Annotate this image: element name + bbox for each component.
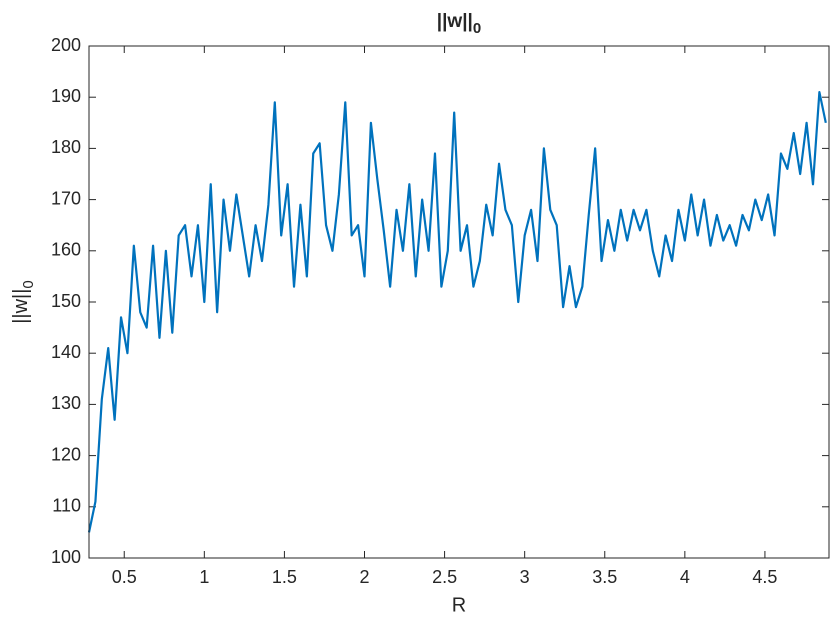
x-tick-label: 0.5 <box>112 567 137 587</box>
x-tick-label: 3 <box>520 567 530 587</box>
ylabel-main: ||w|| <box>10 289 32 324</box>
x-tick-label: 2 <box>359 567 369 587</box>
plot-area <box>89 46 829 558</box>
y-tick-label: 150 <box>51 291 81 311</box>
y-tick-label: 190 <box>51 86 81 106</box>
y-tick-label: 200 <box>51 35 81 55</box>
y-tick-label: 180 <box>51 137 81 157</box>
x-tick-label: 3.5 <box>592 567 617 587</box>
chart-title: ||w||0 <box>437 11 481 37</box>
title-main: ||w|| <box>437 11 473 32</box>
x-tick-label: 1.5 <box>272 567 297 587</box>
title-subscript: 0 <box>473 20 481 37</box>
ylabel-subscript: 0 <box>20 280 37 288</box>
y-tick-label: 160 <box>51 240 81 260</box>
y-tick-label: 110 <box>52 496 81 516</box>
y-tick-label: 100 <box>51 547 81 567</box>
y-axis-label: ||w||0 <box>10 280 37 324</box>
x-tick-label: 1 <box>199 567 209 587</box>
y-tick-label: 130 <box>51 393 81 413</box>
axes-box <box>88 45 830 559</box>
x-tick-label: 4.5 <box>752 567 777 587</box>
x-tick-label: 2.5 <box>432 567 457 587</box>
data-line <box>87 90 827 533</box>
y-tick-label: 170 <box>51 188 81 208</box>
x-axis-label: R <box>452 594 466 616</box>
y-tick-label: 120 <box>51 444 81 464</box>
y-tick-label: 140 <box>51 342 81 362</box>
x-tick-label: 4 <box>680 567 690 587</box>
